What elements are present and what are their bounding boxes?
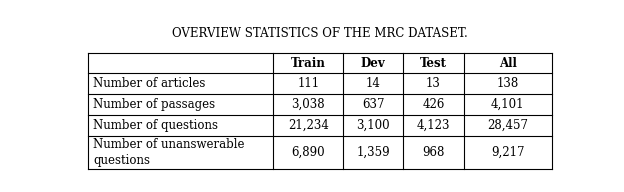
Text: 13: 13 bbox=[426, 77, 441, 90]
Text: 111: 111 bbox=[297, 77, 319, 90]
Text: 28,457: 28,457 bbox=[487, 119, 529, 132]
Text: Number of questions: Number of questions bbox=[94, 119, 218, 132]
Text: Dev: Dev bbox=[361, 56, 386, 70]
Text: 637: 637 bbox=[362, 98, 384, 111]
Text: 21,234: 21,234 bbox=[288, 119, 329, 132]
Text: Train: Train bbox=[291, 56, 326, 70]
Text: Test: Test bbox=[420, 56, 447, 70]
Text: 4,123: 4,123 bbox=[417, 119, 451, 132]
Text: All: All bbox=[499, 56, 517, 70]
Text: 6,890: 6,890 bbox=[291, 146, 325, 159]
Text: 138: 138 bbox=[497, 77, 519, 90]
Text: OVERVIEW STATISTICS OF THE MRC DATASET.: OVERVIEW STATISTICS OF THE MRC DATASET. bbox=[172, 27, 467, 41]
Text: Number of passages: Number of passages bbox=[94, 98, 216, 111]
Text: 3,100: 3,100 bbox=[356, 119, 390, 132]
Text: 3,038: 3,038 bbox=[291, 98, 325, 111]
Text: 968: 968 bbox=[422, 146, 445, 159]
Text: 9,217: 9,217 bbox=[491, 146, 525, 159]
Text: 426: 426 bbox=[422, 98, 445, 111]
Text: 1,359: 1,359 bbox=[356, 146, 390, 159]
Text: Number of articles: Number of articles bbox=[94, 77, 206, 90]
Text: 4,101: 4,101 bbox=[491, 98, 525, 111]
Text: Number of unanswerable
questions: Number of unanswerable questions bbox=[94, 138, 245, 167]
Text: 14: 14 bbox=[366, 77, 381, 90]
